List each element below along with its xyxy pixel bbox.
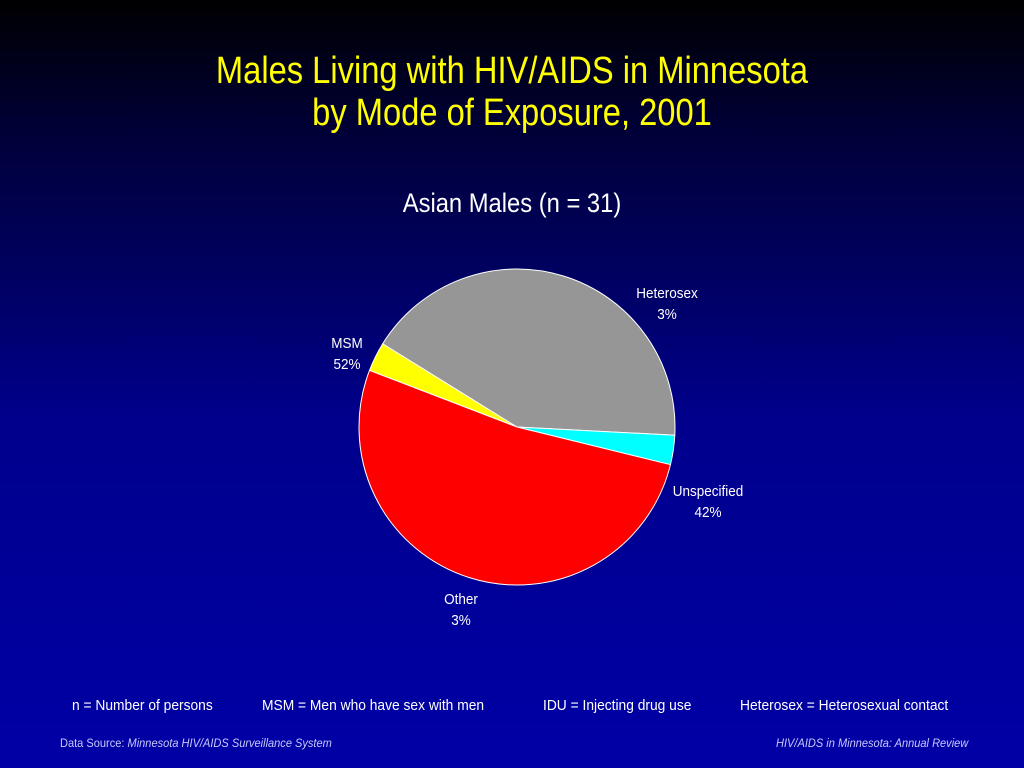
legend-heterosex-definition: Heterosex = Heterosexual contact: [740, 697, 949, 714]
data-source-name: Minnesota HIV/AIDS Surveillance System: [127, 736, 332, 750]
legend-n-definition: n = Number of persons: [72, 697, 213, 714]
slice-label-other: Other 3%: [398, 589, 524, 631]
slice-label-unspecified: Unspecified 42%: [645, 481, 771, 523]
slice-name-msm: MSM: [331, 335, 363, 352]
slice-label-heterosex: Heterosex 3%: [604, 283, 730, 325]
slice-percent-unspecified: 42%: [694, 504, 722, 521]
chart-title: Asian Males (n = 31): [402, 188, 622, 218]
slice-name-heterosex: Heterosex: [636, 285, 698, 302]
slide-title-line1: Males Living with HIV/AIDS in Minnesota: [215, 50, 809, 92]
slice-percent-other: 3%: [451, 612, 471, 629]
legend-msm-definition: MSM = Men who have sex with men: [262, 697, 485, 714]
slide-title-line2: by Mode of Exposure, 2001: [312, 92, 712, 134]
data-source: Data Source: Minnesota HIV/AIDS Surveill…: [60, 736, 332, 750]
slice-label-msm: MSM 52%: [284, 333, 410, 375]
pie-slice-unspecified: [382, 268, 676, 436]
publication-name: HIV/AIDS in Minnesota: Annual Review: [776, 736, 969, 750]
legend-idu-definition: IDU = Injecting drug use: [543, 697, 692, 714]
slice-name-unspecified: Unspecified: [672, 483, 744, 500]
pie-slice-msm: [358, 369, 672, 586]
slice-percent-msm: 52%: [333, 356, 361, 373]
data-source-prefix: Data Source:: [60, 736, 125, 750]
slice-percent-heterosex: 3%: [657, 306, 677, 323]
slice-name-other: Other: [444, 591, 478, 608]
